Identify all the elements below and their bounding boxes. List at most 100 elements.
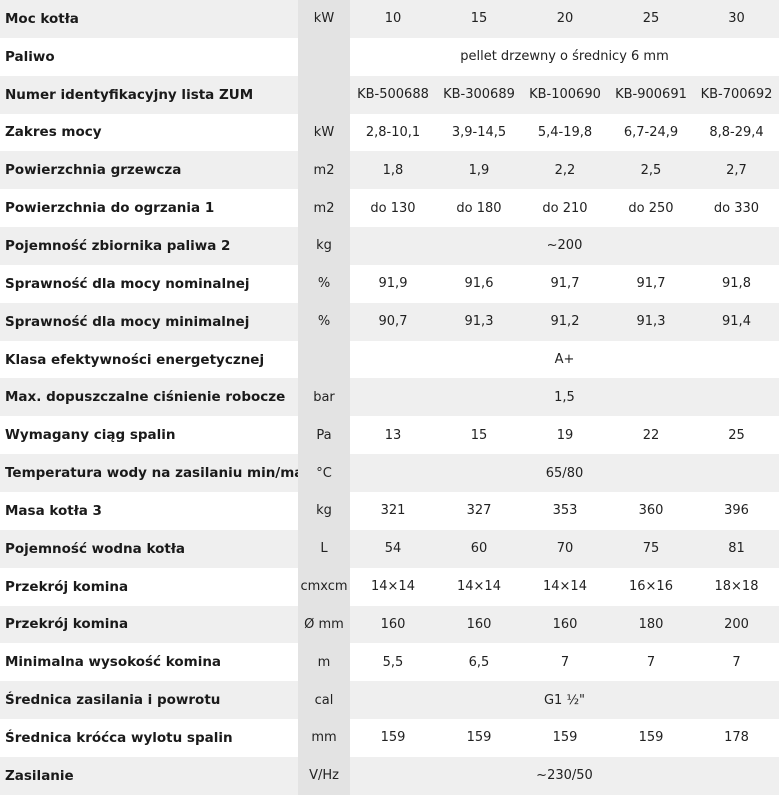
row-value: 22 [608,416,694,455]
row-value: 159 [436,719,522,757]
row-value: 91,6 [436,264,522,303]
row-value: 200 [694,605,779,644]
row-unit [298,75,350,114]
table-row: Moc kotła kW 10 15 20 25 30 [0,0,779,38]
table-row: Pojemność zbiornika paliwa 2 kg ~200 [0,227,779,265]
row-value: 7 [608,643,694,682]
row-value: 360 [608,491,694,530]
row-label: Przekrój komina [0,605,298,644]
row-unit: Ø mm [298,605,350,644]
row-value: do 250 [608,189,694,228]
row-label: Przekrój komina [0,567,298,606]
row-value: 7 [694,643,779,682]
table-row: Zakres mocy kW 2,8-10,1 3,9-14,5 5,4-19,8 6,7… [0,113,779,152]
row-unit: cmxcm [298,567,350,606]
row-value: 25 [608,0,694,38]
row-unit: cal [298,681,350,720]
row-unit: mm [298,719,350,757]
row-value: 6,7-24,9 [608,113,694,152]
row-unit: % [298,264,350,303]
row-value: 5,5 [350,643,436,682]
row-label: Moc kotła [0,0,298,38]
row-value: 3,9-14,5 [436,113,522,152]
row-label: Masa kotła 3 [0,491,298,530]
row-label: Średnica króćca wylotu spalin [0,719,298,757]
row-value: 60 [436,529,522,568]
row-value: 321 [350,491,436,530]
row-value: 81 [694,529,779,568]
row-value: 91,3 [608,302,694,341]
row-value: do 130 [350,189,436,228]
table-row: Powierzchnia do ogrzania 1 m2 do 130 do 180… [0,189,779,228]
row-value: 13 [350,416,436,455]
row-label: Powierzchnia grzewcza [0,151,298,190]
row-value: 7 [522,643,608,682]
row-value: 20 [522,0,608,38]
row-value: 180 [608,605,694,644]
table-row: Średnica króćca wylotu spalin mm 159 159 159… [0,719,779,757]
row-value: 159 [522,719,608,757]
row-value: do 210 [522,189,608,228]
row-value: KB-700692 [694,75,779,114]
row-value-shared: ~200 [350,227,779,265]
row-value: 160 [350,605,436,644]
row-value: 90,7 [350,302,436,341]
row-value: 54 [350,529,436,568]
row-value: 353 [522,491,608,530]
row-label: Sprawność dla mocy nominalnej [0,264,298,303]
row-value: KB-300689 [436,75,522,114]
row-unit: m2 [298,189,350,228]
table-row: Sprawność dla mocy minimalnej% 90,7 91,3 91… [0,302,779,341]
row-value: 91,4 [694,302,779,341]
row-value: KB-100690 [522,75,608,114]
row-value: 14×14 [522,567,608,606]
row-value: 91,3 [436,302,522,341]
row-unit: bar [298,378,350,417]
table-row: Klasa efektywności energetycznej A+ [0,340,779,379]
row-value: 75 [608,529,694,568]
row-label: Minimalna wysokość komina [0,643,298,682]
table-row: Numer identyfikacyjny lista ZUM KB-500688… [0,75,779,114]
row-label: Pojemność zbiornika paliwa 2 [0,227,298,265]
row-unit: °C [298,454,350,492]
row-value: 1,8 [350,151,436,190]
table-row: Przekrój komina cmxcm 14×14 14×14 14×14 16×16… [0,567,779,606]
row-value: 2,8-10,1 [350,113,436,152]
row-value: 19 [522,416,608,455]
row-value: KB-500688 [350,75,436,114]
row-value: 30 [694,0,779,38]
row-value: 327 [436,491,522,530]
row-value: do 330 [694,189,779,228]
row-value: 160 [436,605,522,644]
row-value: 91,9 [350,264,436,303]
row-unit [298,37,350,76]
row-unit: kg [298,491,350,530]
row-value: 15 [436,416,522,455]
row-value: 178 [694,719,779,757]
row-label: Pojemność wodna kotła [0,529,298,568]
row-label: Powierzchnia do ogrzania 1 [0,189,298,228]
row-value: 2,5 [608,151,694,190]
row-label: Max. dopuszczalne ciśnienie robocze [0,378,298,417]
row-unit [298,340,350,379]
row-value: 5,4-19,8 [522,113,608,152]
row-unit: Pa [298,416,350,455]
row-label: Sprawność dla mocy minimalnej [0,302,298,341]
row-value-shared: 1,5 [350,378,779,417]
table-row: Masa kotła 3 kg 321 327 353 360 396 [0,491,779,530]
table-row: Minimalna wysokość komina m 5,5 6,5 7 7 7 [0,643,779,682]
row-value: 1,9 [436,151,522,190]
row-label: Numer identyfikacyjny lista ZUM [0,75,298,114]
row-value: 2,2 [522,151,608,190]
row-value: 25 [694,416,779,455]
row-unit: kg [298,227,350,265]
row-value-shared: pellet drzewny o średnicy 6 mm [350,37,779,76]
row-value-shared: 65/80 [350,454,779,492]
row-unit: kW [298,113,350,152]
table-row: Pojemność wodna kotła L 54 60 70 75 81 [0,529,779,568]
row-unit: L [298,529,350,568]
row-label: Temperatura wody na zasilaniu min/max. [0,454,298,492]
row-value: 14×14 [436,567,522,606]
row-value: 396 [694,491,779,530]
